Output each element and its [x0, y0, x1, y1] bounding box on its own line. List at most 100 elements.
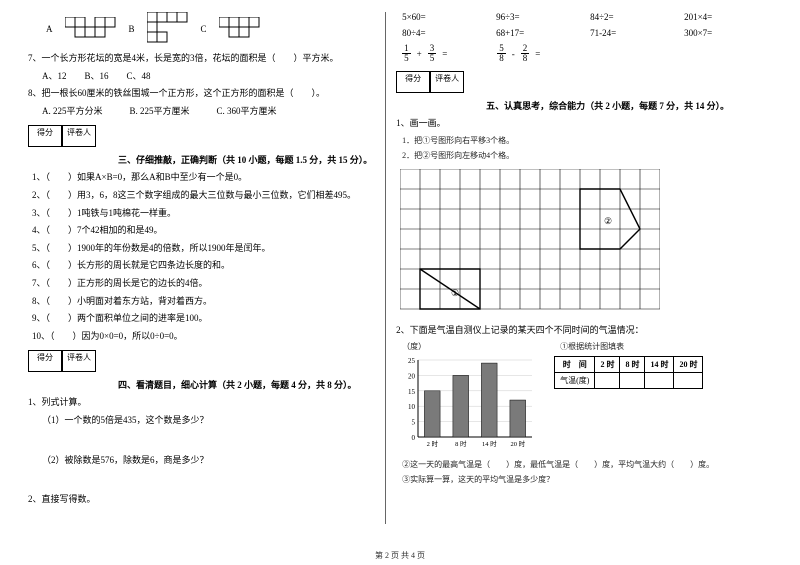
- td-cell: [674, 373, 703, 389]
- table-row: 时 间 2 时 8 时 14 时 20 时: [555, 357, 703, 373]
- blank-space: [28, 432, 375, 454]
- calc-head: 1、列式计算。: [28, 396, 375, 409]
- arith-row-2: 80÷4= 68+17= 71-24= 300×7=: [396, 28, 772, 38]
- reviewer-label: 评卷人: [62, 125, 96, 147]
- arith-row-frac: 15 + 35 = 58 - 28 =: [396, 44, 772, 63]
- shape-c-icon: [219, 17, 261, 41]
- fraction-icon: 28: [521, 44, 530, 63]
- svg-text:10: 10: [408, 403, 416, 411]
- grid-label-two: ②: [604, 216, 612, 226]
- th-cell: 8 时: [620, 357, 645, 373]
- judge-list: 1、（ ）如果A×B=0，那么A和B中至少有一个是0。 2、（ ）用3，6，8这…: [28, 171, 375, 342]
- judge-item: 2、（ ）用3，6，8这三个数字组成的最大三位数与最小三位数，它们相差495。: [28, 189, 375, 202]
- td-cell: [620, 373, 645, 389]
- svg-text:5: 5: [412, 419, 416, 427]
- th-cell: 2 时: [595, 357, 620, 373]
- page-footer: 第 2 页 共 4 页: [0, 550, 800, 561]
- score-label: 得分: [28, 350, 62, 372]
- eq: =: [535, 49, 540, 59]
- shape-b-icon: [147, 12, 189, 46]
- grid-label-one: ①: [451, 288, 459, 298]
- chart-right-block: ①根据统计图填表 时 间 2 时 8 时 14 时 20 时 气温(度): [554, 341, 703, 389]
- arith-cell: 84÷2=: [590, 12, 660, 22]
- arith-cell: 80÷4=: [402, 28, 472, 38]
- shape-a-label: A: [46, 24, 53, 34]
- fraction-expr-b: 58 - 28 =: [497, 44, 540, 63]
- judge-item: 8、（ ）小明面对着东方站，背对着西方。: [28, 295, 375, 308]
- arith-row-1: 5×60= 96÷3= 84÷2= 201×4=: [396, 12, 772, 22]
- arith-cell: 96÷3=: [496, 12, 566, 22]
- temperature-table: 时 间 2 时 8 时 14 时 20 时 气温(度): [554, 356, 703, 389]
- judge-item: 4、（ ）7个42相加的和是49。: [28, 224, 375, 237]
- fraction-icon: 35: [428, 44, 437, 63]
- judge-item: 5、（ ）1900年的年份数是4的倍数，所以1900年是闰年。: [28, 242, 375, 255]
- shape-c-label: C: [201, 24, 207, 34]
- arith-cell: 300×7=: [684, 28, 754, 38]
- q2-tail1: ②这一天的最高气温是（ ）度，最低气温是（ ）度，平均气温大约（ ）度。: [396, 459, 772, 470]
- svg-text:8 时: 8 时: [455, 439, 467, 448]
- score-label: 得分: [28, 125, 62, 147]
- page-columns: A B C: [28, 12, 772, 524]
- right-column: 5×60= 96÷3= 84÷2= 201×4= 80÷4= 68+17= 71…: [385, 12, 772, 524]
- arith-cell: 5×60=: [402, 12, 472, 22]
- judge-item: 6、（ ）长方形的周长就是它四条边长度的和。: [28, 259, 375, 272]
- judge-item: 3、（ ）1吨铁与1吨棉花一样重。: [28, 207, 375, 220]
- td-label: 气温(度): [555, 373, 595, 389]
- svg-text:2 时: 2 时: [427, 439, 439, 448]
- q6-shapes-row: A B C: [28, 12, 375, 46]
- left-column: A B C: [28, 12, 385, 524]
- section3-title: 三、仔细推敲，正确判断（共 10 小题，每题 1.5 分，共 15 分）。: [28, 153, 375, 166]
- calc1: （1）一个数的5倍是435，这个数是多少？: [28, 414, 375, 427]
- arith-cell: 68+17=: [496, 28, 566, 38]
- fraction-icon: 15: [402, 44, 411, 63]
- svg-text:0: 0: [412, 434, 416, 442]
- q7-options: A、12 B、16 C、48: [28, 70, 375, 83]
- q1a-text: 1．把①号图形向右平移3个格。: [396, 135, 772, 146]
- td-cell: [595, 373, 620, 389]
- svg-text:14 时: 14 时: [482, 439, 497, 448]
- arith-cell: 201×4=: [684, 12, 754, 22]
- calc2: （2）被除数是576，除数是6，商是多少？: [28, 454, 375, 467]
- fraction-icon: 58: [497, 44, 506, 63]
- blank-space: [28, 471, 375, 493]
- q1b-text: 2．把②号图形向左移动4个格。: [396, 150, 772, 161]
- op: -: [512, 49, 515, 59]
- score-box-sec3: 得分 评卷人: [28, 125, 375, 147]
- section5-title: 五、认真思考，综合能力（共 2 小题，每题 7 分，共 14 分）。: [396, 99, 772, 112]
- judge-item: 10、（ ）因为0×0=0，所以0÷0=0。: [28, 330, 375, 343]
- score-label: 得分: [396, 71, 430, 93]
- svg-text:20: 20: [408, 373, 416, 381]
- q1-text: 1、画一画。: [396, 117, 772, 130]
- shape-b-label: B: [129, 24, 135, 34]
- q8-options: A. 225平方分米 B. 225平方厘米 C. 360平方厘米: [28, 105, 375, 118]
- q2-tail2: ③实际算一算，这天的平均气温是多少度？: [396, 474, 772, 485]
- chart-ylabel: （度）: [396, 341, 536, 352]
- shape-a-icon: [65, 17, 117, 41]
- bar-chart-block: （度） 25201510502 时8 时14 时20 时: [396, 341, 536, 453]
- bar-chart: 25201510502 时8 时14 时20 时: [396, 356, 536, 451]
- calc-bottom: 2、直接写得数。: [28, 493, 375, 506]
- th-cell: 20 时: [674, 357, 703, 373]
- reviewer-label: 评卷人: [62, 350, 96, 372]
- judge-item: 1、（ ）如果A×B=0，那么A和B中至少有一个是0。: [28, 171, 375, 184]
- judge-item: 7、（ ）正方形的周长是它的边长的4倍。: [28, 277, 375, 290]
- svg-text:20 时: 20 时: [511, 439, 526, 448]
- th-cell: 14 时: [645, 357, 674, 373]
- chart-caption: ①根据统计图填表: [554, 341, 703, 352]
- svg-text:25: 25: [408, 357, 416, 365]
- chart-area: （度） 25201510502 时8 时14 时20 时 ①根据统计图填表 时 …: [396, 341, 772, 453]
- q7-text: 7、一个长方形花坛的宽是4米，长是宽的3倍，花坛的面积是（ ）平方米。: [28, 52, 375, 65]
- score-box-sec5: 得分 评卷人: [396, 71, 772, 93]
- eq: =: [442, 49, 447, 59]
- reviewer-label: 评卷人: [430, 71, 464, 93]
- td-cell: [645, 373, 674, 389]
- q2-text: 2、下面是气温自测仪上记录的某天四个不同时间的气温情况：: [396, 324, 772, 337]
- judge-item: 9、（ ）两个面积单位之间的进率是100。: [28, 312, 375, 325]
- translation-grid: ① ②: [400, 169, 660, 314]
- score-box-sec4: 得分 评卷人: [28, 350, 375, 372]
- section4-title: 四、看清题目，细心计算（共 2 小题，每题 4 分，共 8 分）。: [28, 378, 375, 391]
- table-row: 气温(度): [555, 373, 703, 389]
- th-time: 时 间: [555, 357, 595, 373]
- fraction-expr-a: 15 + 35 =: [402, 44, 447, 63]
- arith-cell: 71-24=: [590, 28, 660, 38]
